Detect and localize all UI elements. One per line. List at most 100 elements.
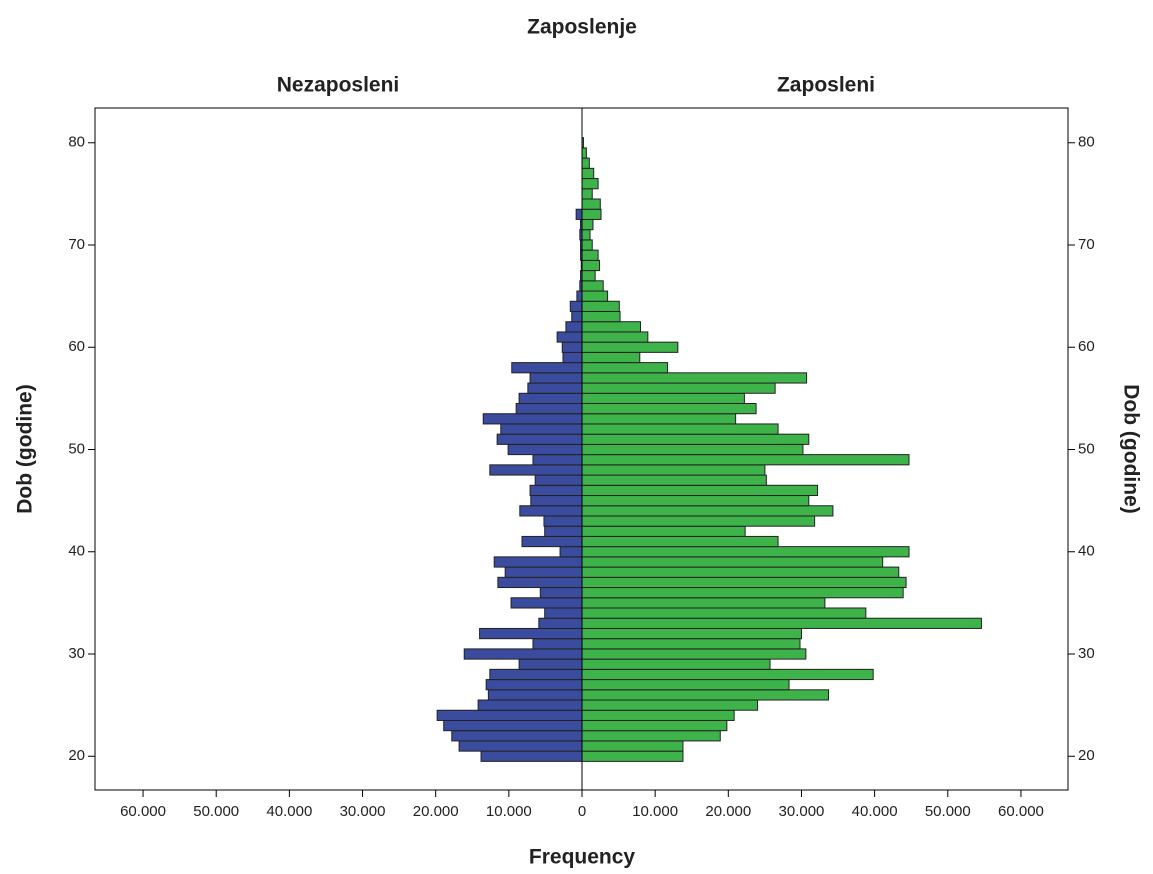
bar <box>539 587 583 599</box>
bar <box>463 648 583 660</box>
bar <box>497 576 583 589</box>
x-tick-label: 20.000 <box>705 803 751 820</box>
bar <box>581 310 621 323</box>
x-tick-label: 60.000 <box>120 803 166 820</box>
bar <box>534 474 583 486</box>
bar <box>500 423 583 435</box>
bar <box>581 719 728 732</box>
bar <box>581 474 767 486</box>
x-tick-label: 20.000 <box>413 803 459 820</box>
bar <box>544 525 583 537</box>
bar <box>489 464 583 476</box>
bar <box>518 392 583 404</box>
bar <box>543 515 583 527</box>
bar <box>581 597 826 609</box>
bar <box>510 597 583 609</box>
bar <box>581 372 808 384</box>
bar <box>581 423 779 435</box>
bar <box>458 740 583 752</box>
bar <box>504 566 583 578</box>
x-tick-label: 50.000 <box>925 803 971 820</box>
x-tick-label: 0 <box>578 803 586 820</box>
bar <box>581 198 601 210</box>
x-tick-label: 40.000 <box>266 803 312 820</box>
bar <box>581 362 669 374</box>
bar <box>581 249 599 261</box>
bar <box>581 648 807 660</box>
bar <box>581 341 679 353</box>
bar <box>530 495 583 507</box>
bar <box>496 433 583 445</box>
bar <box>532 454 583 466</box>
bar <box>581 464 766 476</box>
bar <box>575 208 583 220</box>
y-tick-label: 50 <box>1078 440 1095 457</box>
y-tick-label: 80 <box>1078 134 1095 151</box>
bar <box>532 638 583 650</box>
y-tick-label: 20 <box>68 747 85 764</box>
bar <box>581 188 593 200</box>
x-tick-label: 30.000 <box>340 803 386 820</box>
bar <box>581 750 684 762</box>
bar <box>443 719 583 732</box>
bar <box>581 515 816 527</box>
y-axis-label: Dob (godine) <box>14 384 37 513</box>
bar <box>581 178 599 190</box>
bar <box>559 546 583 558</box>
bar <box>519 505 583 517</box>
bar <box>480 750 583 762</box>
bar <box>581 668 874 681</box>
y-tick-label: 50 <box>68 440 85 457</box>
bar <box>581 535 779 548</box>
bar <box>581 730 721 742</box>
bar <box>581 699 759 711</box>
bar <box>561 341 583 353</box>
bar <box>581 321 642 333</box>
y-tick-label: 40 <box>68 543 85 560</box>
bar <box>521 535 583 548</box>
panel-title: Nezaposleni <box>277 74 400 97</box>
bar <box>581 689 830 701</box>
bar <box>565 321 583 333</box>
bar <box>581 290 609 302</box>
bar <box>581 484 819 497</box>
bar <box>581 546 910 558</box>
bar <box>482 413 583 425</box>
bar <box>515 402 583 415</box>
bar <box>581 239 593 251</box>
x-tick-label: 10.000 <box>486 803 532 820</box>
y-tick-label: 20 <box>1078 747 1095 764</box>
bar <box>436 709 583 721</box>
bar <box>581 525 746 537</box>
x-tick-label: 40.000 <box>852 803 898 820</box>
bar <box>581 617 982 629</box>
y-tick-label: 30 <box>1078 645 1095 662</box>
y-tick-label: 60 <box>68 338 85 355</box>
x-tick-label: 60.000 <box>998 803 1044 820</box>
bar <box>581 229 591 241</box>
bar <box>562 351 583 364</box>
bar <box>485 679 583 691</box>
bar <box>556 331 583 343</box>
bar <box>581 208 602 220</box>
bar <box>581 566 900 578</box>
panel-title: Zaposleni <box>777 74 875 97</box>
bar <box>451 730 583 742</box>
bar <box>581 638 801 650</box>
y-tick-label: 70 <box>68 236 85 253</box>
bar <box>581 382 776 394</box>
bar <box>493 556 583 568</box>
bar <box>538 617 583 629</box>
bar <box>571 310 583 323</box>
bar <box>581 392 745 404</box>
bar <box>581 433 810 445</box>
bar <box>581 576 907 589</box>
bar <box>581 147 587 159</box>
bar <box>581 167 595 180</box>
bar <box>477 699 583 711</box>
bar <box>581 658 771 670</box>
x-axis-label: Frequency <box>529 846 636 869</box>
bar <box>581 300 620 312</box>
y-tick-label: 70 <box>1078 236 1095 253</box>
